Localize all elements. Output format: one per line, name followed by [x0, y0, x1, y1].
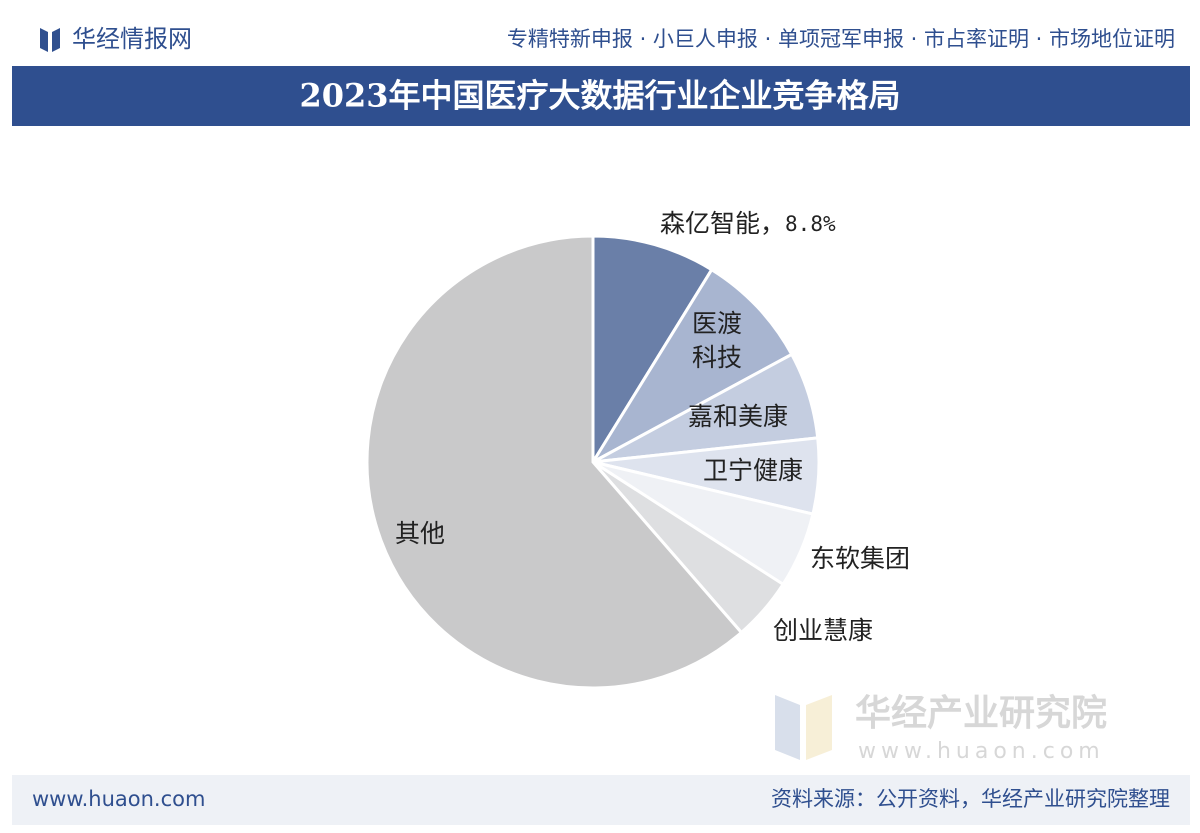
pie-slice [365, 234, 744, 690]
watermark-name: 华经产业研究院 [855, 693, 1107, 734]
category: 卫宁健康 [703, 456, 803, 485]
pie-slice [591, 234, 714, 468]
category: 东软集团 [810, 544, 910, 573]
watermark: 华经产业研究院 www.huaon.com [775, 693, 1107, 764]
category: 森亿智能 [660, 209, 760, 238]
slice-label: 创业慧康 [773, 616, 873, 645]
category: 其他 [395, 519, 445, 548]
watermark-url: www.huaon.com [858, 739, 1105, 764]
slice-label: 卫宁健康 [703, 456, 803, 485]
brand: 华经情报网 [72, 25, 192, 53]
footer-site: www.huaon.com [32, 787, 205, 811]
title-bar [12, 66, 1190, 126]
chart-title: 2023年中国医疗大数据行业企业竞争格局 [299, 77, 900, 115]
nav[interactable]: 专精特新申报 · 小巨人申报 · 单项冠军申报 · 市占率证明 · 市场地位证明 [507, 27, 1175, 51]
slice-label: 森亿智能，8.8% [660, 209, 836, 238]
category: 创业慧康 [773, 616, 873, 645]
slice-label: 其他 [395, 519, 445, 548]
footer-source: 资料来源：公开资料，华经产业研究院整理 [771, 787, 1170, 811]
slice-label: 医渡科技 [692, 309, 742, 372]
category: 嘉和美康 [688, 402, 788, 431]
logo-icon [40, 28, 60, 52]
pie-slice [588, 267, 794, 466]
value-label: 8.8% [785, 212, 836, 236]
separator: ， [760, 209, 785, 238]
slice-label: 嘉和美康 [688, 402, 788, 431]
slice-label: 东软集团 [810, 544, 910, 573]
footer-bar [12, 775, 1190, 825]
